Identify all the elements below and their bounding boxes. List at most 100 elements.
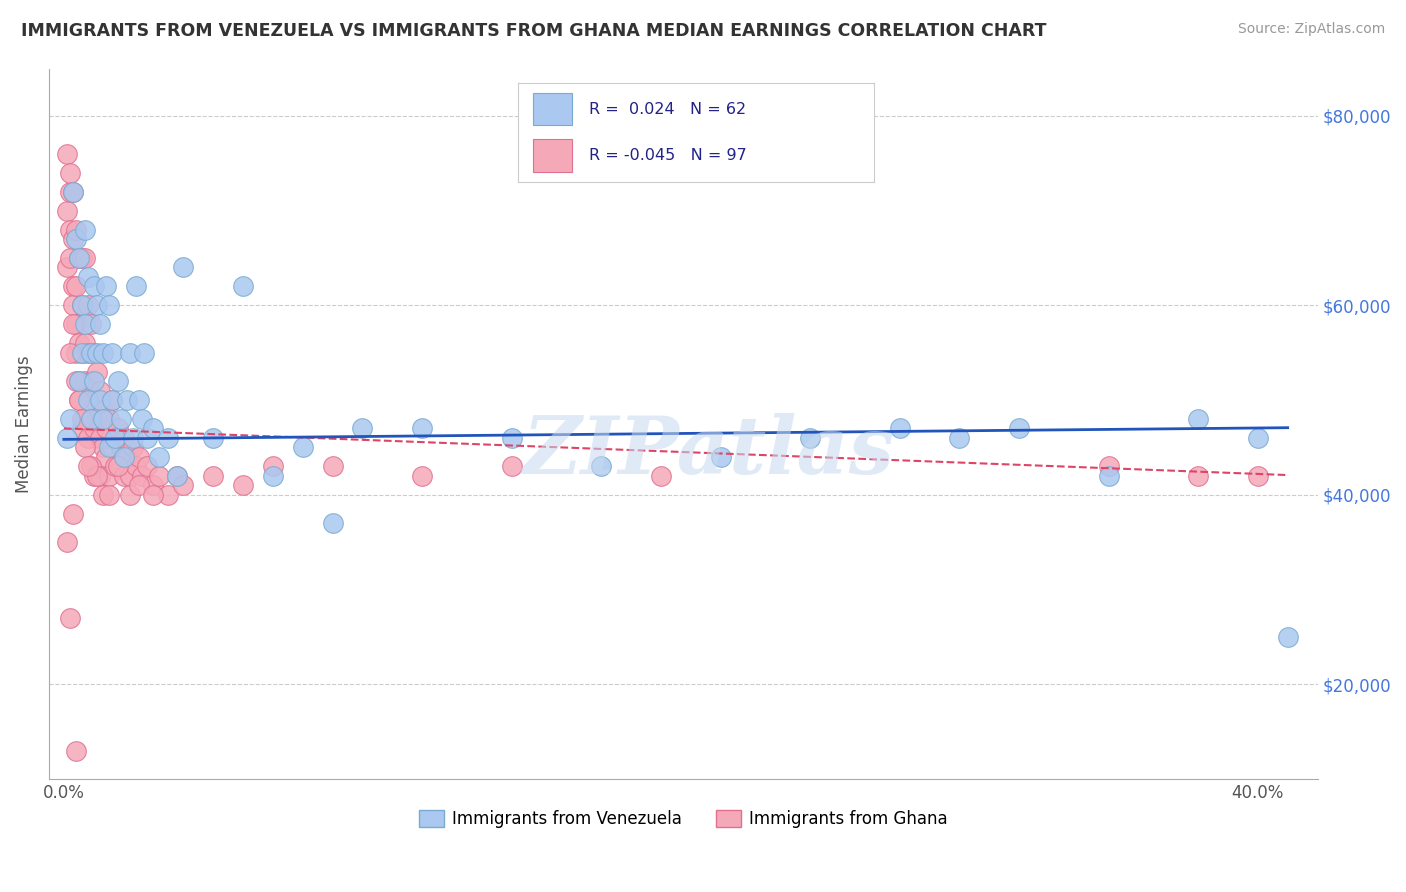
Point [56,203,79,218]
Point [166,468,188,483]
Point [118,345,141,359]
Point [91,345,114,359]
Point [136,459,159,474]
Point [89,431,111,445]
Point [76,298,98,312]
Point [59,412,82,426]
Point [591,459,613,474]
Point [89,392,111,407]
Point [1097,459,1119,474]
Point [232,279,254,293]
Point [107,374,129,388]
Point [73,336,96,351]
Point [62,507,84,521]
Point [89,318,111,332]
Point [202,468,225,483]
Point [136,431,159,445]
Point [62,185,84,199]
Point [118,488,141,502]
Point [134,345,156,359]
Point [172,260,194,275]
Point [73,251,96,265]
Point [65,743,87,757]
Point [67,336,90,351]
Point [70,251,93,265]
Point [62,318,84,332]
Point [80,412,103,426]
Point [100,345,122,359]
Point [62,298,84,312]
Point [1247,431,1270,445]
Point [70,298,93,312]
Point [1097,468,1119,483]
Point [73,222,96,236]
Point [86,412,108,426]
Point [115,450,138,464]
Point [67,392,90,407]
Point [121,441,143,455]
Point [91,488,114,502]
Point [83,468,105,483]
Point [889,421,911,435]
Point [124,459,146,474]
Point [100,441,122,455]
Point [97,412,120,426]
Point [157,488,180,502]
Point [948,431,970,445]
Point [104,431,127,445]
Point [80,459,103,474]
Point [73,412,96,426]
Point [56,146,79,161]
Point [501,459,523,474]
Point [322,459,344,474]
Point [262,459,284,474]
Point [76,345,98,359]
Point [97,488,120,502]
Point [59,185,82,199]
Point [799,431,821,445]
Point [411,468,433,483]
Point [131,412,153,426]
Point [157,431,180,445]
Text: ZIPatlas: ZIPatlas [523,413,894,491]
Point [67,251,90,265]
Point [70,345,93,359]
Point [128,450,150,464]
Point [97,298,120,312]
Point [118,468,141,483]
Point [110,412,132,426]
Point [59,611,82,625]
Point [104,459,127,474]
Point [112,468,135,483]
Point [322,516,344,531]
Point [142,478,165,492]
Point [112,450,135,464]
Point [83,392,105,407]
Point [91,402,114,417]
Point [70,421,93,435]
Point [110,441,132,455]
Point [1187,468,1209,483]
Point [62,185,84,199]
Point [73,441,96,455]
Point [1247,468,1270,483]
Point [100,392,122,407]
Point [148,450,170,464]
Point [70,298,93,312]
Point [124,279,146,293]
Point [67,392,90,407]
Point [76,459,98,474]
Point [501,431,523,445]
Point [97,468,120,483]
Y-axis label: Median Earnings: Median Earnings [15,355,32,492]
Point [94,279,117,293]
Point [76,431,98,445]
Point [59,222,82,236]
Point [142,488,165,502]
Point [73,374,96,388]
Point [83,421,105,435]
Point [94,450,117,464]
Point [70,412,93,426]
Point [62,232,84,246]
Point [411,421,433,435]
